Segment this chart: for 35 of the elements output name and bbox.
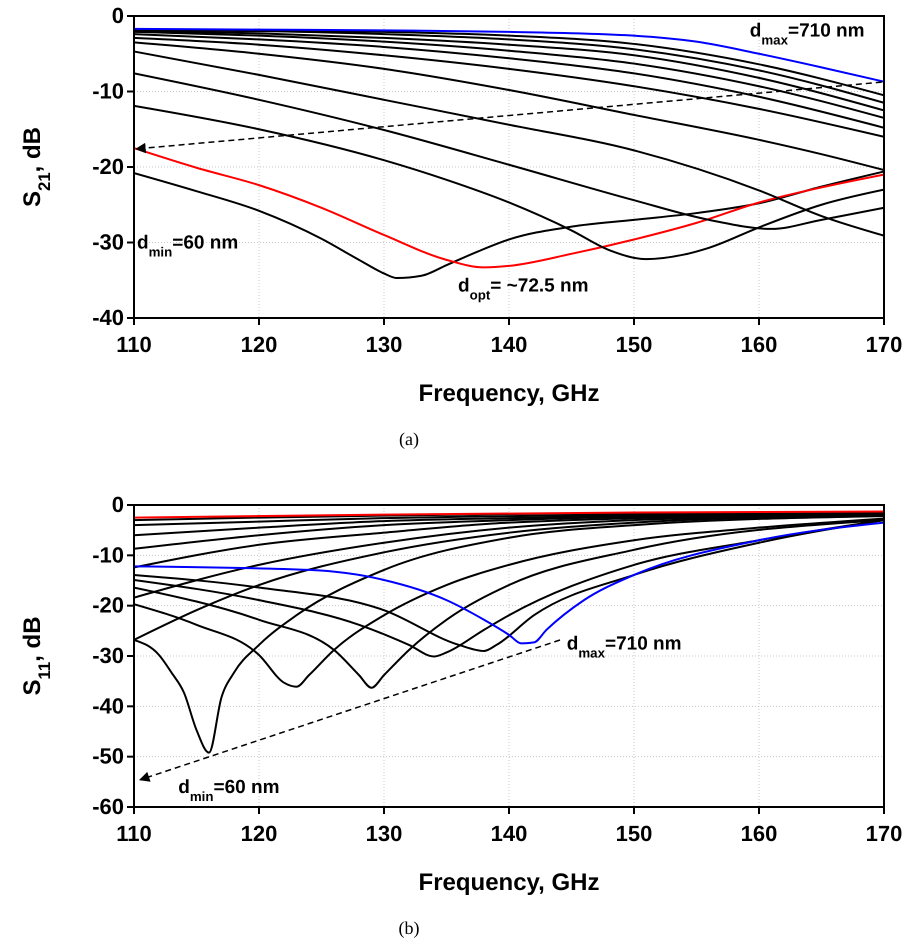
y-tick-label: -10	[92, 78, 124, 104]
y-tick-label: 0	[112, 3, 124, 28]
y-tick-label: -20	[92, 154, 124, 180]
x-tick-label: 130	[366, 332, 402, 358]
text: (a)	[399, 429, 419, 449]
y-tick-label: -60	[92, 794, 124, 820]
x-tick-label: 110	[116, 821, 152, 846]
annotation: d$_{min}$=60 nm	[178, 777, 280, 804]
x-tick-label: 150	[616, 332, 652, 358]
x-tick-label: 170	[866, 821, 902, 846]
x-tick-label: 150	[616, 821, 652, 846]
x-tick-label: 120	[240, 332, 278, 358]
x-tick-label: 160	[740, 332, 778, 358]
text: (b)	[398, 918, 420, 938]
x-axis-title: Frequency, GHz	[418, 380, 600, 407]
y-tick-label: -30	[92, 643, 124, 668]
x-axis-title: Frequency, GHz	[418, 869, 600, 896]
annotation: d$_{max}$=710 nm	[750, 20, 865, 48]
annotation: d$_{opt}$= ~72.5 nm	[458, 275, 589, 302]
y-tick-label: -40	[92, 305, 124, 330]
x-tick-label: 110	[116, 332, 152, 358]
y-tick-label: -30	[92, 230, 124, 255]
y-tick-label: -10	[92, 542, 124, 568]
y-tick-label: -50	[92, 744, 124, 769]
y-tick-label: -40	[92, 693, 124, 718]
y-tick-label: -20	[92, 592, 124, 618]
x-tick-label: 140	[490, 821, 528, 846]
annotation: d$_{min}$=60 nm	[137, 232, 238, 260]
x-tick-label: 120	[240, 821, 278, 846]
y-tick-label: 0	[112, 492, 124, 518]
x-tick-label: 130	[366, 821, 402, 846]
x-tick-label: 170	[866, 332, 902, 358]
annotation: d$_{max}$=710 nm	[566, 634, 682, 660]
x-tick-label: 160	[740, 821, 778, 846]
x-tick-label: 140	[490, 332, 528, 358]
